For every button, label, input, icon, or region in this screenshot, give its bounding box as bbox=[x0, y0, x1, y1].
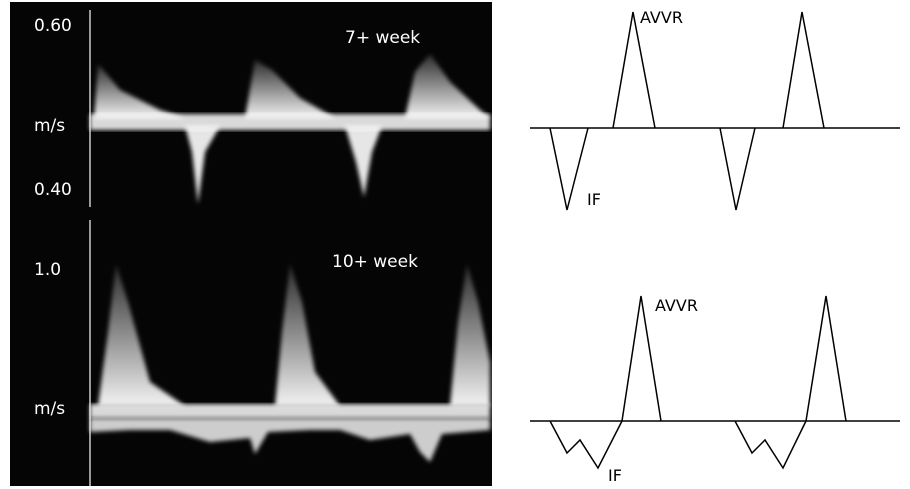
bottom-if-waves bbox=[90, 418, 490, 462]
bottom-if-label: IF bbox=[608, 466, 622, 485]
bottom-if-trough-2 bbox=[734, 420, 807, 470]
top-panel-title: 7+ week bbox=[345, 28, 421, 48]
top-if-waves bbox=[185, 126, 382, 204]
doppler-image: 0.60 m/s 0.40 7+ week 1.0 m/s 10+ week bbox=[10, 2, 492, 486]
doppler-waveforms bbox=[89, 10, 490, 486]
top-avvr-peak-1 bbox=[612, 11, 656, 129]
top-scale-max: 0.60 bbox=[34, 16, 72, 36]
top-if-trough-2 bbox=[719, 127, 756, 211]
bottom-scale-max: 1.0 bbox=[34, 260, 62, 280]
bottom-avvr-waves bbox=[98, 264, 490, 406]
bottom-panel-title: 10+ week bbox=[332, 252, 418, 272]
top-scale-min: 0.40 bbox=[34, 180, 72, 200]
bottom-if-trough-1 bbox=[549, 420, 623, 470]
bottom-avvr-peak-2 bbox=[805, 295, 847, 422]
top-if-trough-1 bbox=[549, 127, 589, 211]
top-avvr-label: AVVR bbox=[640, 8, 683, 27]
bottom-scale-unit: m/s bbox=[34, 399, 66, 419]
top-avvr-waves bbox=[94, 54, 490, 118]
top-if-label: IF bbox=[587, 190, 601, 209]
bottom-avvr-label: AVVR bbox=[655, 296, 698, 315]
bottom-baseline bbox=[90, 404, 490, 418]
top-avvr-peak-2 bbox=[782, 11, 825, 129]
top-scale-unit: m/s bbox=[34, 116, 66, 136]
